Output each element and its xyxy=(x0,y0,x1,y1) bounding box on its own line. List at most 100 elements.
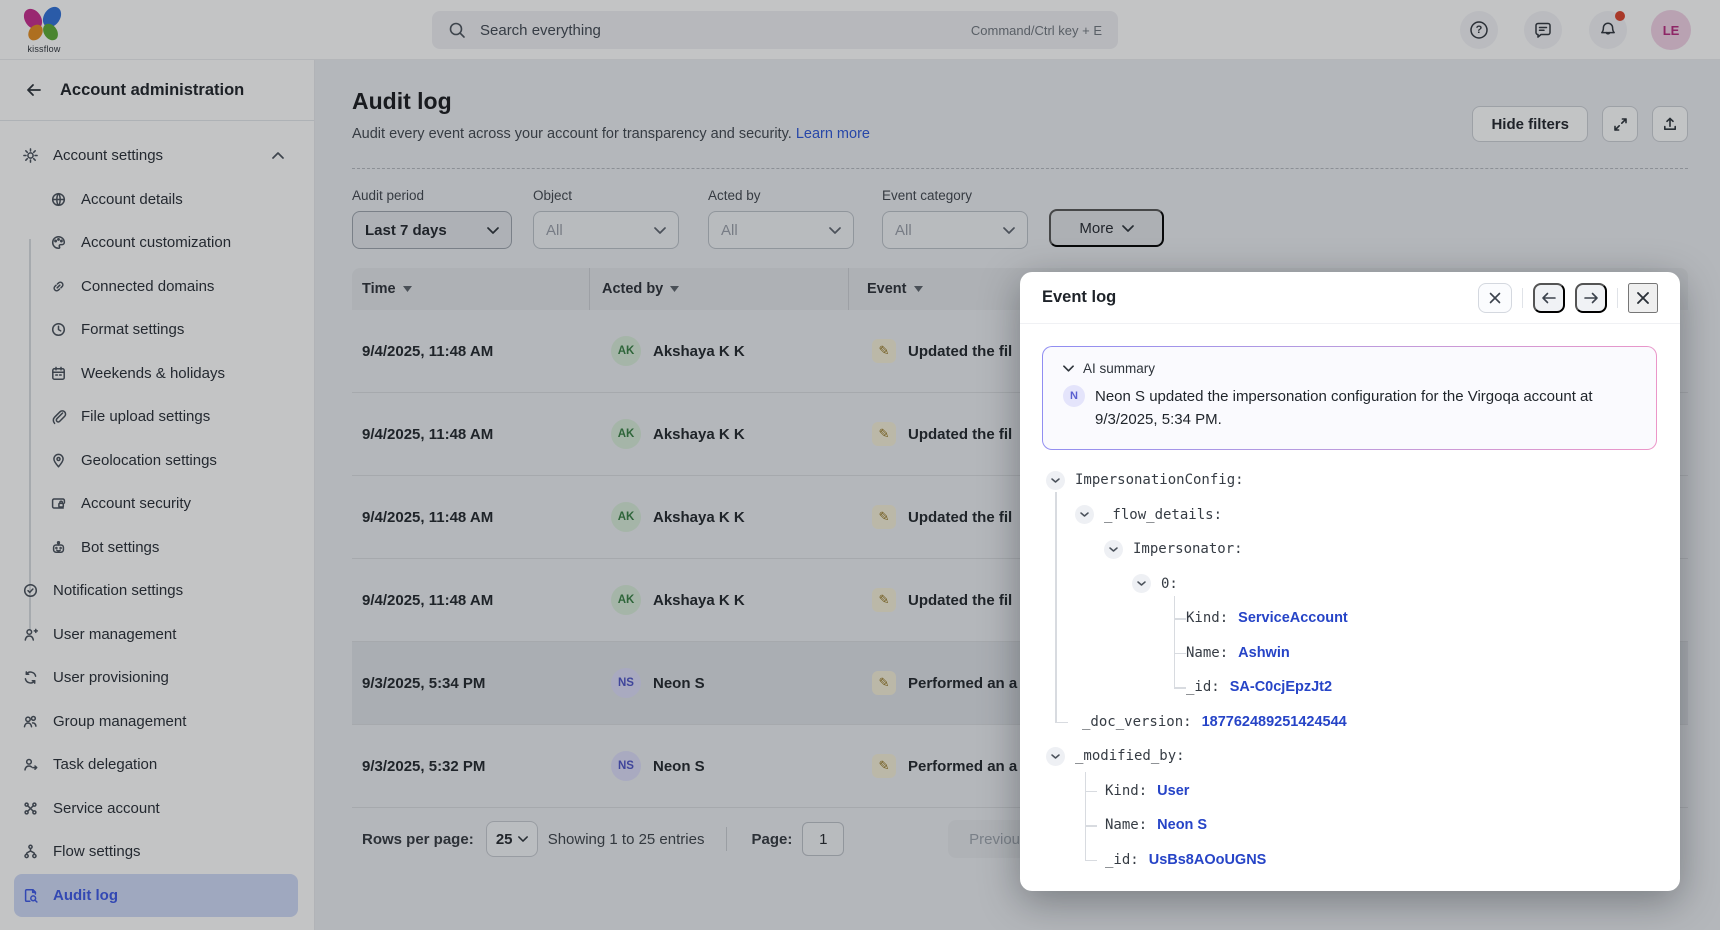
rows-per-page-select[interactable]: 25 xyxy=(485,821,538,857)
pencil-icon: ✎ xyxy=(872,505,896,529)
audit-period-select[interactable]: Last 7 days xyxy=(352,211,512,249)
bell-icon xyxy=(1601,22,1615,35)
flow-branch-icon xyxy=(22,843,39,860)
global-search-input[interactable]: Search everything Command/Ctrl key + E xyxy=(432,11,1118,49)
sidebar-item-file-upload-settings[interactable]: File upload settings xyxy=(0,395,314,439)
tree-value-link[interactable]: SA-C0cjEpzJt2 xyxy=(1229,679,1333,696)
row-time: 9/4/2025, 11:48 AM xyxy=(362,342,494,360)
sidebar-item-account-settings[interactable]: Account settings xyxy=(0,134,314,178)
kissflow-logo[interactable]: kissflow xyxy=(20,3,66,54)
sidebar-item-label: Task delegation xyxy=(53,756,158,774)
sidebar-item-group-management[interactable]: Group management xyxy=(0,700,314,744)
chevron-down-icon[interactable] xyxy=(1046,470,1065,490)
column-header-time[interactable]: Time xyxy=(352,268,589,310)
row-event-text: Updated the fil xyxy=(908,508,1013,526)
sidebar-item-audit-log[interactable]: Audit log xyxy=(14,873,298,917)
chevron-down-icon[interactable] xyxy=(1104,539,1123,559)
sidebar-item-geolocation-settings[interactable]: Geolocation settings xyxy=(0,439,314,483)
sidebar-item-label: Connected domains xyxy=(81,277,215,295)
filter-value: Last 7 days xyxy=(365,221,447,239)
chevron-down-icon[interactable] xyxy=(1132,574,1151,594)
chevron-up-icon[interactable] xyxy=(272,152,284,160)
tree-branch-dash xyxy=(1173,687,1186,689)
column-label: Acted by xyxy=(602,281,664,297)
pencil-icon: ✎ xyxy=(872,339,896,363)
panel-tools xyxy=(1478,282,1658,313)
feedback-button[interactable] xyxy=(1524,11,1562,49)
event-category-select[interactable]: All xyxy=(882,211,1028,249)
sidebar-item-account-security[interactable]: Account security xyxy=(0,482,314,526)
row-event: ✎ Updated the fil xyxy=(848,588,1688,612)
pencil-icon: ✎ xyxy=(872,671,896,695)
column-header-acted-by[interactable]: Acted by xyxy=(589,268,848,310)
close-panel-button[interactable] xyxy=(1628,282,1658,313)
arrow-left-icon xyxy=(1542,292,1556,303)
sidebar-item-bot-settings[interactable]: Bot settings xyxy=(0,526,314,570)
tree-guide-line xyxy=(1055,492,1057,722)
learn-more-link[interactable]: Learn more xyxy=(795,126,870,142)
tree-value-link[interactable]: 187762489251424544 xyxy=(1201,713,1347,730)
row-event-text: Updated the fil xyxy=(908,591,1013,609)
row-time: 9/4/2025, 11:48 AM xyxy=(362,425,494,443)
page-actions: Hide filters xyxy=(1472,106,1688,142)
tree-branch-dash xyxy=(1055,721,1068,724)
logo-wordmark: kissflow xyxy=(27,44,61,54)
next-event-button[interactable] xyxy=(1575,282,1607,313)
sidebar-item-weekends-holidays[interactable]: Weekends & holidays xyxy=(0,352,314,396)
page-input[interactable] xyxy=(802,822,845,856)
sidebar-item-flow-settings[interactable]: Flow settings xyxy=(0,830,314,874)
tree-value-link[interactable]: ServiceAccount xyxy=(1238,610,1348,627)
row-acted-by: AK Akshaya K K xyxy=(589,419,848,449)
event-log-panel: Event log AI summary N Neon S updated xyxy=(1020,272,1680,891)
column-header-event[interactable]: Event xyxy=(848,268,1688,310)
tree-leaf: Name: Neon S xyxy=(1020,808,1680,843)
sidebar-item-label: User provisioning xyxy=(53,669,169,687)
row-time: 9/3/2025, 5:34 PM xyxy=(362,674,486,692)
filter-event-category: Event category All xyxy=(882,188,1028,249)
previous-event-button[interactable] xyxy=(1533,282,1565,313)
object-select[interactable]: All xyxy=(533,211,679,249)
chevron-down-icon[interactable] xyxy=(1046,746,1065,766)
acted-by-select[interactable]: All xyxy=(708,211,854,249)
top-bar: kissflow Search everything Command/Ctrl … xyxy=(0,0,1720,60)
tree-key: _flow_details: xyxy=(1104,506,1223,523)
sidebar-item-service-account[interactable]: Service account xyxy=(0,787,314,831)
user-arrow-icon xyxy=(22,756,39,773)
crossed-tools-icon xyxy=(22,800,39,817)
row-name: Neon S xyxy=(653,757,705,775)
sidebar-item-label: Geolocation settings xyxy=(81,451,217,469)
tree-key: _id: xyxy=(1105,851,1139,868)
rows-per-page-value: 25 xyxy=(495,830,513,848)
tree-value-link[interactable]: Ashwin xyxy=(1238,644,1290,661)
sidebar-item-user-provisioning[interactable]: User provisioning xyxy=(0,656,314,700)
sidebar-item-account-details[interactable]: Account details xyxy=(0,178,314,222)
ai-summary-text: Neon S updated the impersonation configu… xyxy=(1095,388,1593,428)
sidebar-item-format-settings[interactable]: Format settings xyxy=(0,308,314,352)
export-button[interactable] xyxy=(1652,106,1688,142)
help-button[interactable]: ? xyxy=(1460,11,1498,49)
tree-value-link[interactable]: UsBs8AOoUGNS xyxy=(1148,851,1267,868)
more-filters-button[interactable]: More xyxy=(1049,209,1164,247)
collapse-panel-button[interactable] xyxy=(1478,282,1512,313)
sidebar-item-notification-settings[interactable]: Notification settings xyxy=(0,569,314,613)
tree-branch-dash xyxy=(1173,652,1186,655)
ai-summary-toggle[interactable]: AI summary xyxy=(1063,361,1636,376)
filters-bar: Audit period Last 7 days Object All Acte… xyxy=(352,188,1164,249)
tree-key: _modified_by: xyxy=(1075,748,1185,765)
expand-button[interactable] xyxy=(1602,106,1638,142)
chevron-down-icon[interactable] xyxy=(1075,505,1094,525)
avatar-initials: LE xyxy=(1662,22,1680,38)
tree-key: Name: xyxy=(1105,817,1148,834)
user-avatar[interactable]: LE xyxy=(1651,10,1691,50)
tools-divider xyxy=(1522,287,1523,308)
sidebar-item-account-customization[interactable]: Account customization xyxy=(0,221,314,265)
notifications-button[interactable] xyxy=(1589,11,1627,49)
sidebar-item-connected-domains[interactable]: Connected domains xyxy=(0,265,314,309)
back-button[interactable] xyxy=(24,80,44,100)
hide-filters-button[interactable]: Hide filters xyxy=(1472,106,1588,142)
tree-value-link[interactable]: User xyxy=(1157,782,1190,799)
row-name: Akshaya K K xyxy=(653,591,745,609)
sidebar-item-task-delegation[interactable]: Task delegation xyxy=(0,743,314,787)
sidebar-item-user-management[interactable]: User management xyxy=(0,613,314,657)
tree-value-link[interactable]: Neon S xyxy=(1157,817,1208,834)
